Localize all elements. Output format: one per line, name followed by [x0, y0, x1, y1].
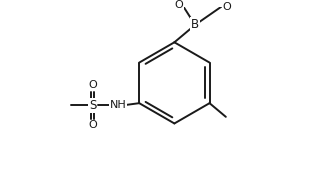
- Text: B: B: [191, 18, 199, 31]
- Text: O: O: [89, 80, 97, 90]
- Text: S: S: [89, 99, 96, 112]
- Text: O: O: [175, 0, 183, 10]
- Text: NH: NH: [110, 100, 126, 110]
- Text: O: O: [222, 2, 231, 11]
- Text: O: O: [89, 120, 97, 130]
